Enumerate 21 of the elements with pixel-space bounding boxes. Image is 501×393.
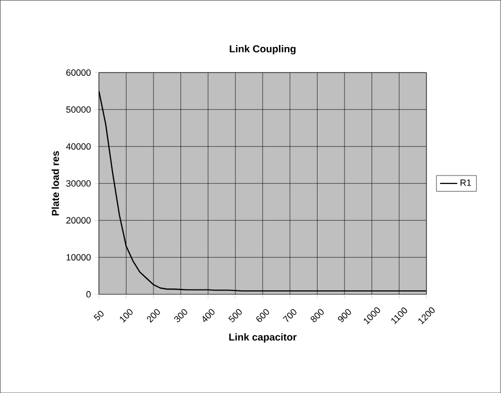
y-tick-label: 50000 (66, 106, 91, 113)
x-tick-label: 50 (94, 310, 104, 320)
x-tick-label: 300 (174, 309, 188, 322)
y-tick-label: 10000 (66, 254, 91, 260)
x-tick-label: 600 (256, 309, 270, 322)
x-tick-label: 800 (310, 309, 324, 322)
x-tick-label: 400 (202, 309, 214, 322)
chart-title: Link Coupling (230, 44, 296, 54)
y-axis-title: Plate load res (52, 151, 59, 216)
y-tick-label: 60000 (66, 69, 91, 76)
y-tick-label: 20000 (66, 217, 91, 224)
x-tick-label: 700 (282, 309, 296, 322)
y-tick-label: 40000 (66, 143, 91, 150)
x-tick-label: 100 (120, 309, 133, 323)
x-tick-label: 200 (146, 309, 160, 323)
x-tick-label: 500 (228, 309, 242, 322)
x-axis-title: Link capacitor (229, 333, 297, 343)
y-tick-label: 30000 (66, 180, 91, 187)
y-tick-label: 0 (86, 290, 91, 298)
x-tick-label: 900 (338, 309, 351, 322)
legend-label: R1 (460, 179, 471, 186)
